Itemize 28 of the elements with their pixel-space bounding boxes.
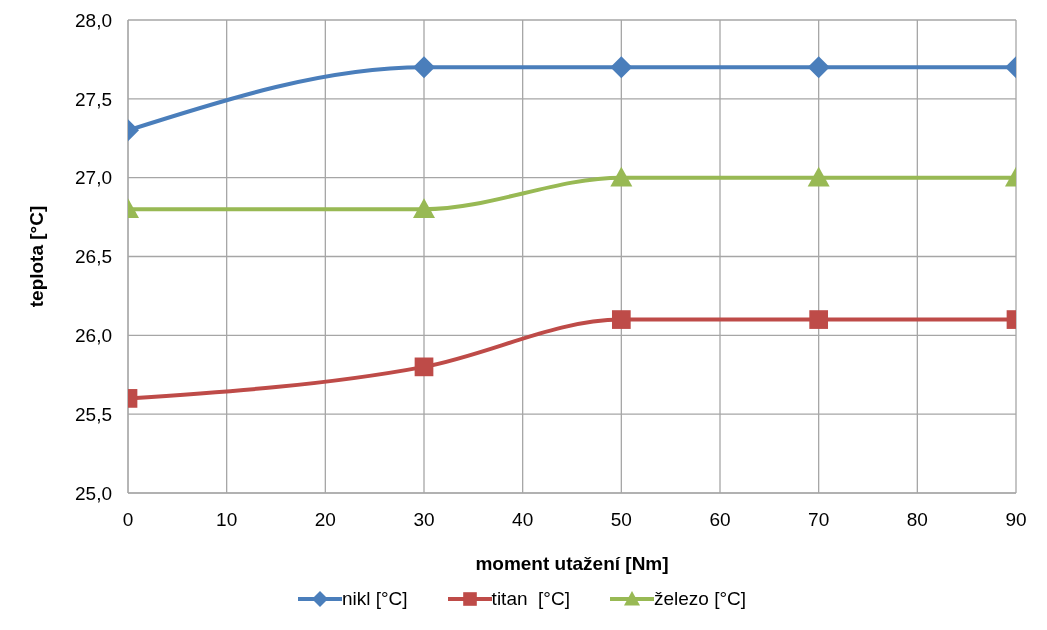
x-axis-title: moment utažení [Nm]	[475, 553, 669, 574]
y-tick-label: 25,0	[75, 482, 112, 504]
legend-label: titan [°C]	[490, 588, 570, 610]
x-tick-label: 60	[709, 509, 731, 531]
y-tick-label: 25,5	[75, 403, 112, 425]
y-tick-label: 27,5	[75, 88, 112, 110]
x-tick-label: 50	[610, 509, 632, 531]
point	[611, 310, 631, 329]
point	[414, 357, 434, 377]
y-tick-label: 27,0	[75, 167, 112, 189]
x-tick-label: 70	[808, 509, 830, 531]
y-tick-label: 28,0	[75, 9, 112, 31]
x-tick-label: 30	[413, 509, 435, 531]
y-tick-label: 26,0	[75, 325, 112, 347]
x-tick-label: 0	[122, 509, 134, 531]
legend-label: nikl [°C]	[340, 588, 408, 610]
x-tick-label: 20	[314, 509, 336, 531]
x-tick-label: 40	[512, 509, 534, 531]
y-axis-title: teplota [°C]	[25, 205, 47, 308]
point	[413, 198, 435, 218]
x-tick-label: 90	[1005, 509, 1027, 531]
point	[610, 166, 633, 187]
x-tick-label: 80	[906, 509, 928, 531]
point	[413, 56, 435, 79]
x-tick-label: 10	[216, 509, 238, 531]
legend-label: železo [°C]	[652, 588, 747, 610]
y-tick-label: 26,5	[75, 246, 112, 268]
point	[610, 56, 633, 79]
